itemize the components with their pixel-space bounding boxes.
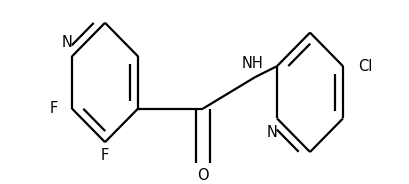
Text: F: F	[50, 101, 58, 116]
Text: Cl: Cl	[357, 59, 371, 74]
Text: F: F	[101, 148, 109, 163]
Text: O: O	[197, 168, 208, 183]
Text: N: N	[266, 125, 277, 140]
Text: N: N	[61, 35, 72, 50]
Text: NH: NH	[242, 56, 263, 71]
